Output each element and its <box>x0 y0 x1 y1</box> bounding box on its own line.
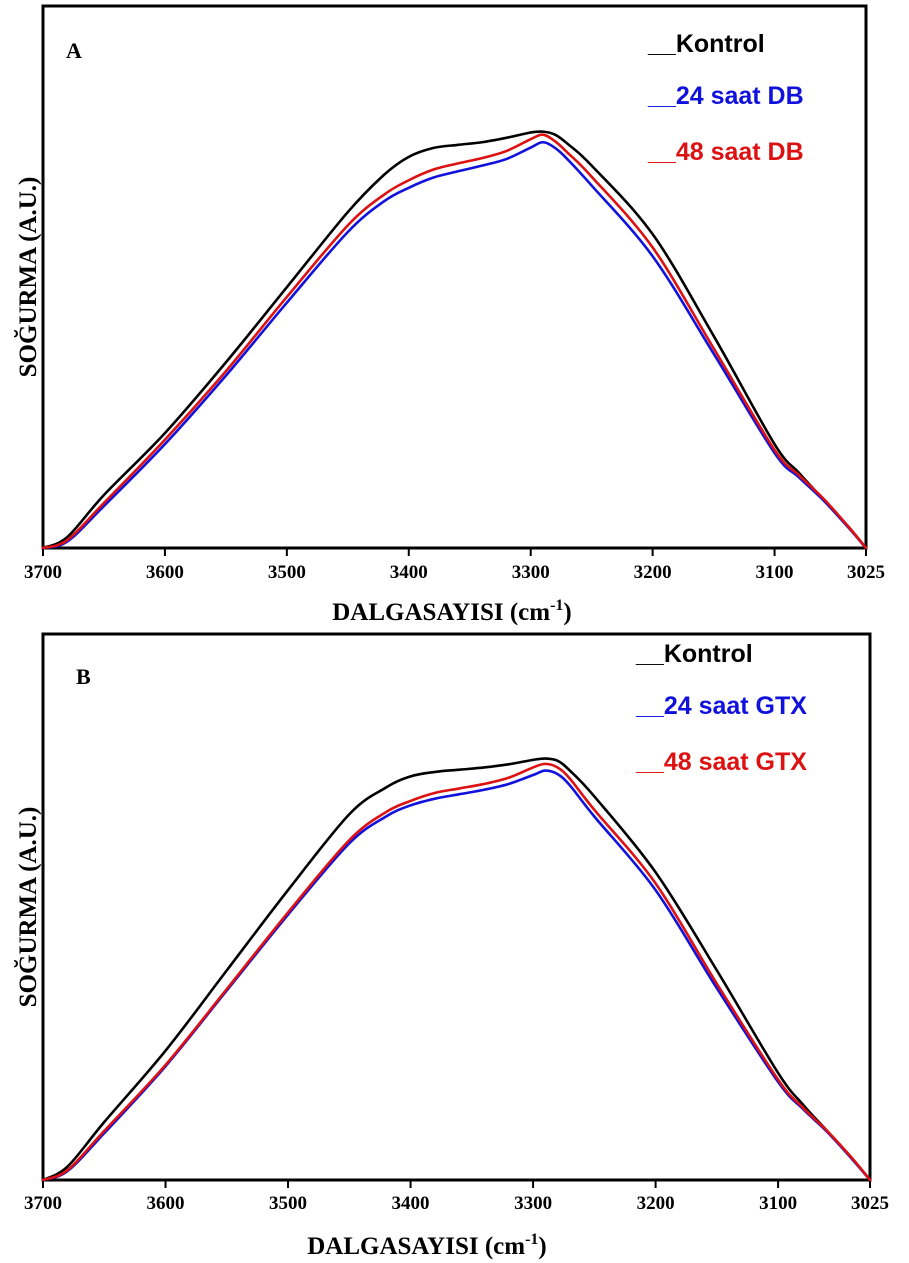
legend-entry: __48 saat DB <box>647 138 804 166</box>
series-line-2 <box>41 140 868 550</box>
x-tick-label: 3600 <box>146 562 184 583</box>
series-line-3 <box>41 762 872 1182</box>
legend-entry: __24 saat GTX <box>635 692 807 720</box>
x-axis-label-text: DALGASAYISI (cm <box>332 599 550 626</box>
legend-label: Kontrol <box>676 30 765 58</box>
legend-line-marker: __ <box>647 82 677 110</box>
x-axis-label: DALGASAYISI (cm-1) <box>307 1231 547 1260</box>
y-axis-label: SOĞURMA (A.U.) <box>13 807 42 1008</box>
x-tick-label: 3500 <box>269 1193 307 1214</box>
plot-frame <box>41 632 872 1182</box>
x-tick-label: 3400 <box>392 1193 430 1214</box>
x-axis-label-superscript: -1 <box>550 597 563 614</box>
series-line-3 <box>41 133 868 550</box>
plot-frame <box>41 4 868 550</box>
x-tick-label: 3200 <box>634 562 672 583</box>
x-tick-label: 3700 <box>24 1193 62 1214</box>
legend-entry: __48 saat GTX <box>635 748 807 776</box>
x-tick-label: 3700 <box>24 562 62 583</box>
legend-label: 48 saat DB <box>676 138 804 166</box>
panel-label: B <box>76 664 91 689</box>
x-tick-label: 3400 <box>390 562 428 583</box>
panel-label: A <box>66 38 82 63</box>
series-line-1 <box>41 130 868 550</box>
x-tick-label: 3300 <box>512 562 550 583</box>
y-axis-label: SOĞURMA (A.U.) <box>13 177 42 378</box>
x-axis-label-superscript: -1 <box>525 1231 538 1248</box>
legend-line-marker: __ <box>635 692 665 720</box>
legend-label: 24 saat GTX <box>664 692 807 720</box>
legend-line-marker: __ <box>635 640 665 668</box>
chart-panel-b: 3700 3600 3500 3400 3300 3200 3100 3025B__Kontr… <box>13 632 889 1260</box>
series-line-1 <box>41 757 872 1182</box>
legend-label: Kontrol <box>664 640 753 668</box>
x-tick-label: 3300 <box>514 1193 552 1214</box>
x-tick-label: 3025 <box>847 562 885 583</box>
legend-entry: __Kontrol <box>635 640 753 668</box>
legend-entry: __24 saat DB <box>647 82 804 110</box>
x-tick-label: 3100 <box>756 562 794 583</box>
legend-line-marker: __ <box>635 748 665 776</box>
legend-line-marker: __ <box>647 30 677 58</box>
x-axis-label-close: ) <box>563 599 571 626</box>
x-tick-label: 3025 <box>851 1193 889 1214</box>
legend-label: 48 saat GTX <box>664 748 807 776</box>
x-tick-label: 3600 <box>147 1193 185 1214</box>
x-axis-label-close: ) <box>538 1233 546 1260</box>
x-tick-label: 3500 <box>268 562 306 583</box>
x-axis-label: DALGASAYISI (cm-1) <box>332 597 572 626</box>
series-line-2 <box>41 769 872 1182</box>
legend-line-marker: __ <box>647 138 677 166</box>
x-tick-label: 3200 <box>637 1193 675 1214</box>
legend-label: 24 saat DB <box>676 82 804 110</box>
x-axis-label-text: DALGASAYISI (cm <box>307 1233 525 1260</box>
legend-entry: __Kontrol <box>647 30 765 58</box>
x-tick-label: 3100 <box>759 1193 797 1214</box>
